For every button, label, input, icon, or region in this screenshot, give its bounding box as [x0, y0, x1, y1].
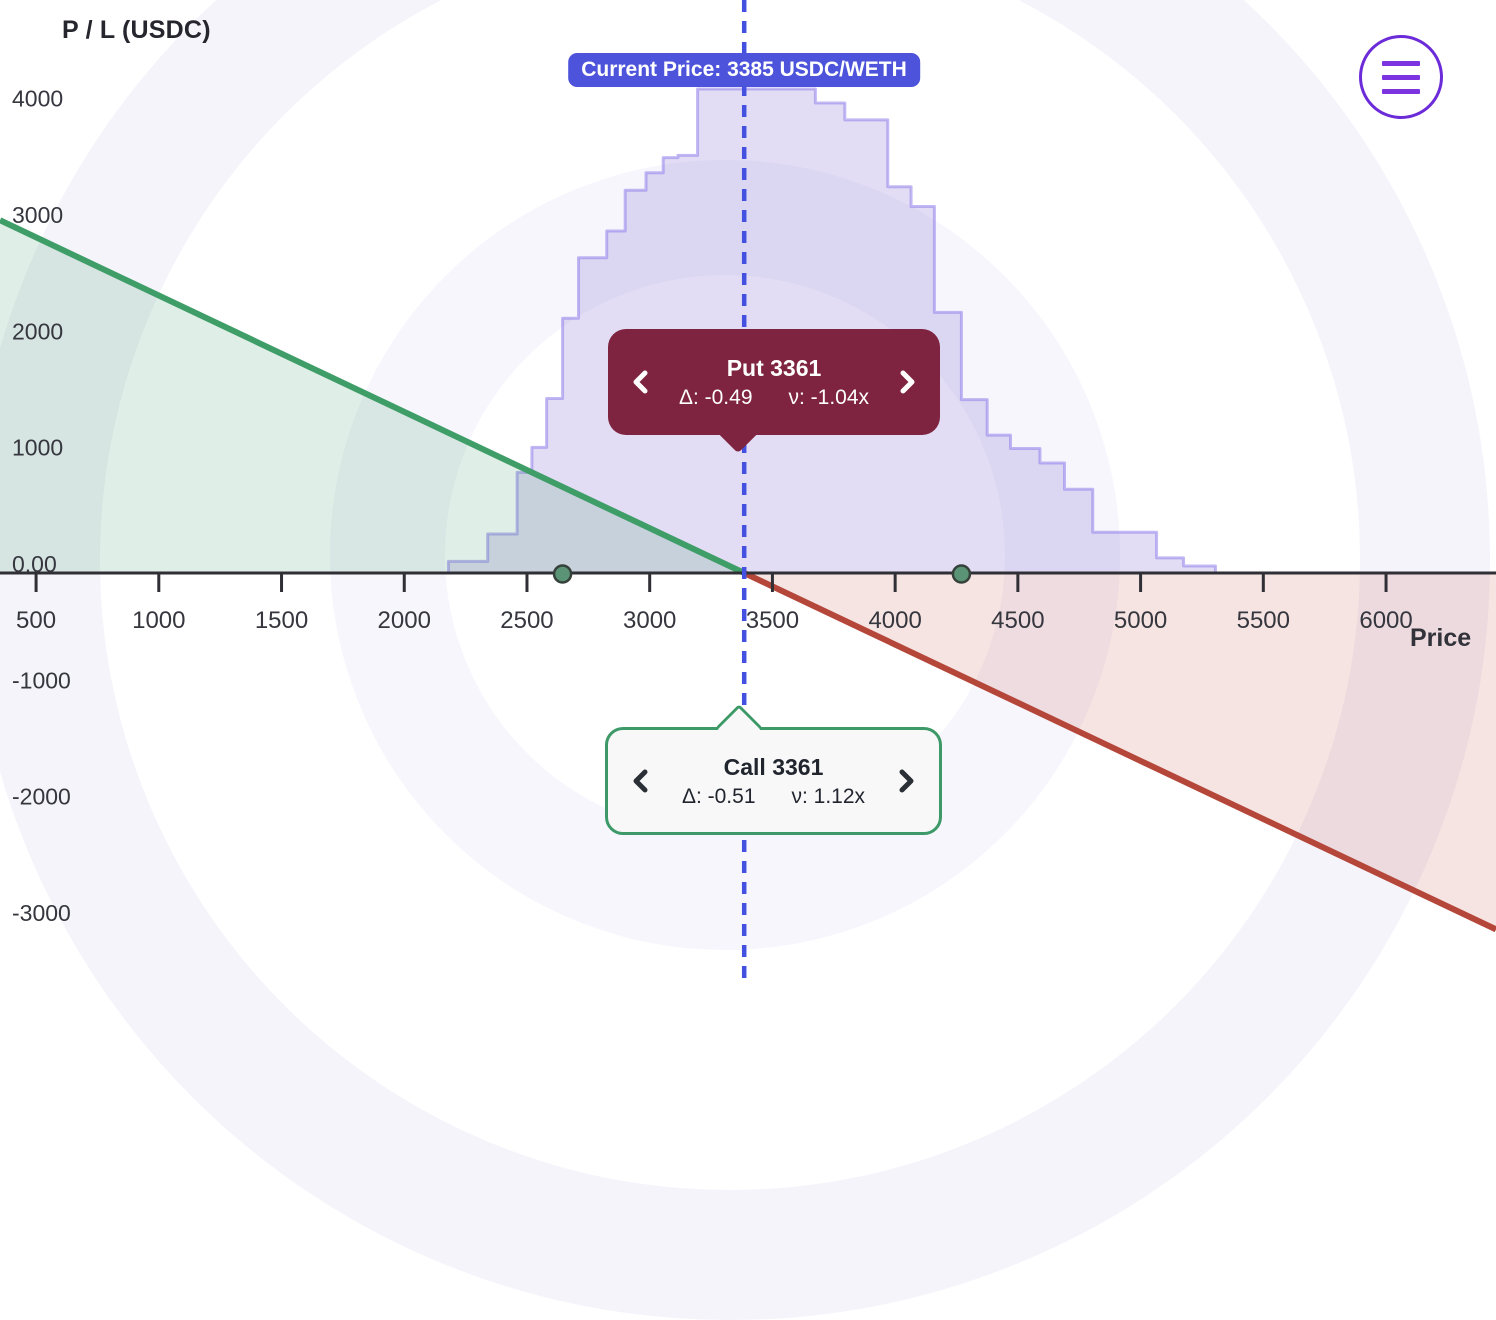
call-vega-value: ν: 1.12x	[791, 784, 866, 808]
put-prev-strike-button[interactable]	[618, 359, 664, 405]
tooltip-arrow-cover	[698, 730, 788, 738]
put-tooltip-title: Put 3361	[726, 354, 822, 381]
range-marker-dot[interactable]	[951, 564, 972, 584]
y-tick-label: -1000	[12, 667, 71, 693]
x-tick-label: 2500	[500, 607, 553, 634]
chevron-right-icon	[899, 769, 914, 793]
call-next-strike-button[interactable]	[883, 758, 929, 804]
x-tick-label: 1500	[255, 607, 308, 634]
chevron-left-icon	[633, 370, 648, 394]
hamburger-menu-icon	[1382, 60, 1420, 66]
y-tick-label: -2000	[12, 784, 71, 810]
call-prev-strike-button[interactable]	[618, 758, 664, 804]
call-tooltip-title: Call 3361	[723, 753, 824, 780]
current-price-badge: Current Price: 3385 USDC/WETH	[568, 53, 920, 87]
x-tick-label: 2000	[378, 607, 431, 634]
x-tick-label: 6000	[1359, 607, 1412, 634]
put-next-strike-button[interactable]	[884, 359, 930, 405]
menu-button[interactable]	[1359, 35, 1443, 119]
put-delta-value: Δ: -0.49	[678, 385, 753, 409]
put-vega-value: ν: -1.04x	[788, 385, 870, 409]
y-tick-label: 0.00	[12, 551, 57, 577]
x-axis-label: Price	[1410, 624, 1471, 652]
y-tick-label: 3000	[12, 202, 63, 228]
x-tick-label: 3000	[623, 607, 676, 634]
y-tick-label: 1000	[12, 435, 63, 461]
y-tick-label: -3000	[12, 900, 71, 926]
y-tick-label: 4000	[12, 86, 63, 112]
x-tick-label: 3500	[746, 607, 799, 634]
x-tick-label: 4000	[868, 607, 921, 634]
y-tick-label: 2000	[12, 318, 63, 344]
x-tick-label: 4500	[991, 607, 1044, 634]
x-tick-label: 1000	[132, 607, 185, 634]
range-marker-dot[interactable]	[552, 564, 573, 584]
x-tick-label: 500	[16, 607, 56, 634]
call-strike-tooltip[interactable]: Call 3361 Δ: -0.51 ν: 1.12x	[605, 703, 942, 835]
y-axis-title: P / L (USDC)	[62, 16, 211, 44]
chevron-left-icon	[633, 769, 648, 793]
x-tick-label: 5500	[1237, 607, 1290, 634]
chevron-right-icon	[900, 370, 915, 394]
x-tick-label: 5000	[1114, 607, 1167, 634]
put-strike-tooltip[interactable]: Put 3361 Δ: -0.49 ν: -1.04x	[608, 329, 940, 454]
call-delta-value: Δ: -0.51	[681, 784, 756, 808]
